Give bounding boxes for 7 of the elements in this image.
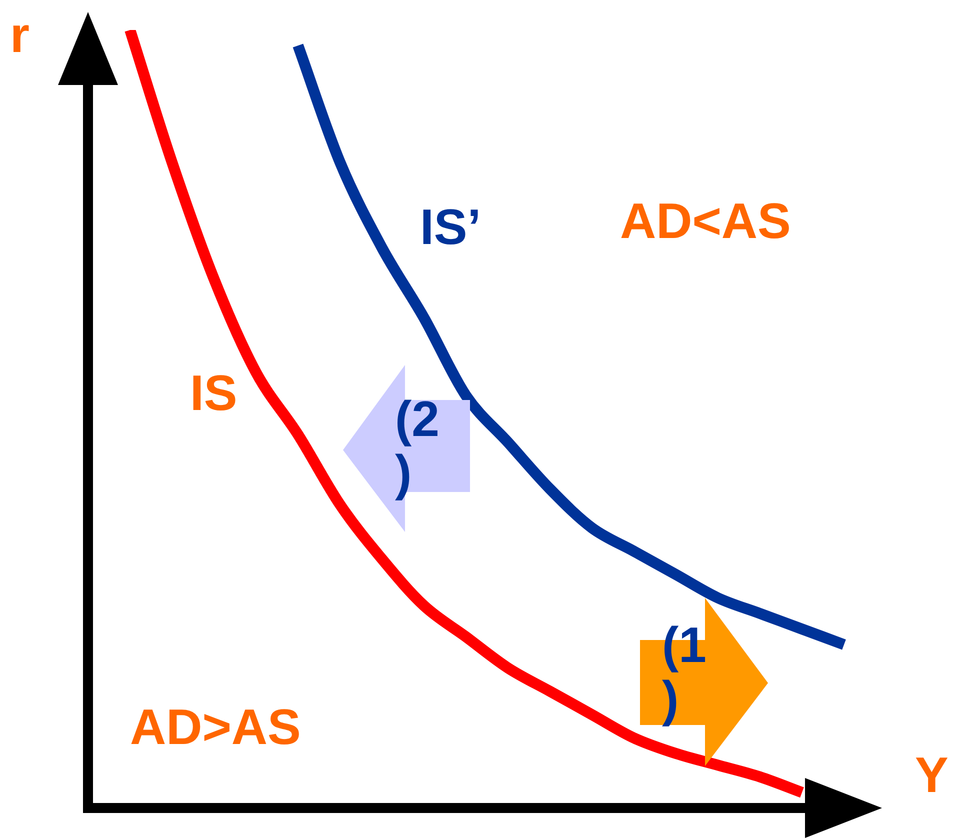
x-axis-title: Y — [915, 747, 948, 803]
annotation: AD>AS — [130, 699, 301, 755]
annotation: AD<AS — [620, 193, 791, 249]
annotation: (2) — [395, 391, 440, 501]
series-label: IS — [190, 365, 238, 421]
y-axis-title: r — [10, 7, 30, 63]
series-label: IS’ — [420, 199, 482, 255]
